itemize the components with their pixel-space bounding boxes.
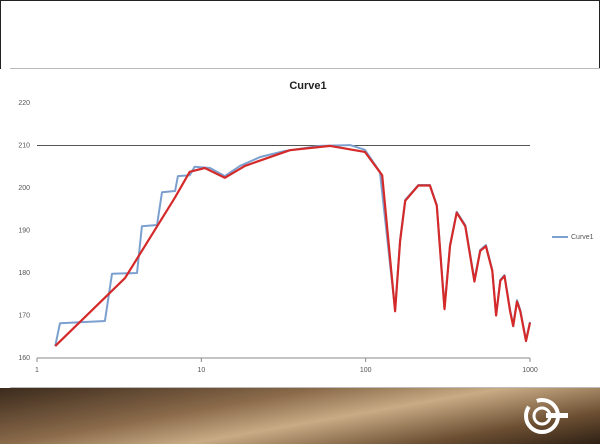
y-tick-label: 160 — [18, 355, 30, 362]
x-tick-label: 100 — [360, 367, 372, 374]
y-tick-label: 190 — [18, 227, 30, 234]
legend-label: Curve1 — [571, 234, 594, 241]
footer-band — [0, 388, 600, 444]
y-tick-label: 200 — [18, 185, 30, 192]
x-tick-label: 1 — [35, 367, 39, 374]
x-tick-label: 10 — [197, 367, 205, 374]
series-line — [54, 144, 531, 347]
logo — [524, 398, 568, 434]
y-tick-label: 210 — [18, 142, 30, 149]
y-tick-label: 220 — [18, 100, 30, 107]
chart-title: Curve1 — [289, 80, 326, 92]
y-tick-label: 170 — [18, 312, 30, 319]
series-line — [54, 144, 532, 347]
y-tick-label: 180 — [18, 270, 30, 277]
x-tick-label: 1000 — [522, 367, 538, 374]
slide-header — [0, 0, 600, 69]
chart-frame — [10, 68, 600, 388]
